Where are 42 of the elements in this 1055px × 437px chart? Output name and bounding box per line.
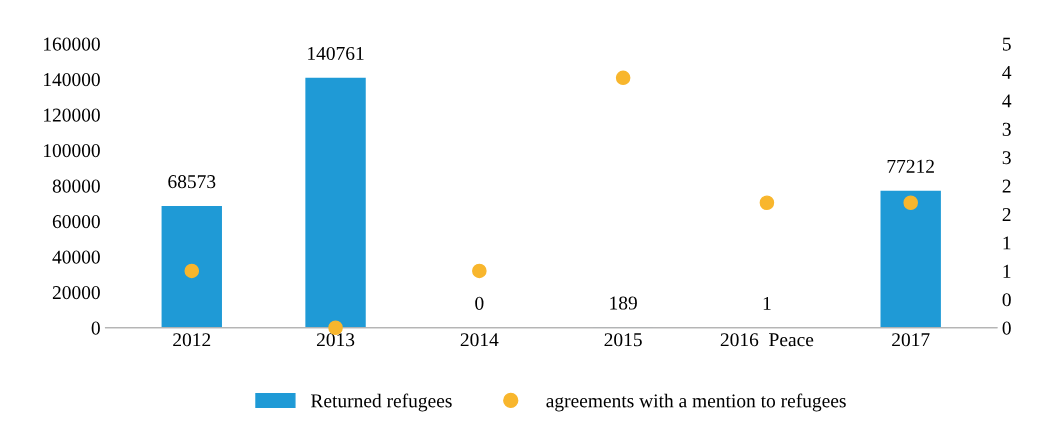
y2-tick-label: 3: [1002, 122, 1011, 136]
y2-tick-label: 1: [1003, 236, 1011, 250]
y2-tick-label: 5: [1002, 37, 1011, 51]
y2-tick-label: 4: [1002, 66, 1012, 79]
y-tick-label: 160000: [44, 37, 100, 51]
y-tick-label: 0: [91, 321, 100, 335]
data-label: 0: [475, 296, 484, 310]
point: [615, 70, 631, 86]
y2-tick-label: 2: [1002, 179, 1011, 193]
bar: [880, 190, 941, 328]
legend-label: agreements with a mention to refugees: [546, 393, 846, 412]
x-tick-label: 2013: [316, 333, 355, 347]
x-tick-label: 2014: [460, 333, 499, 347]
x-tick-label: 2017: [892, 333, 930, 347]
x-tick-label: 2016 Peace: [720, 333, 814, 347]
y2-tick-label: 0: [1002, 321, 1011, 335]
y2-tick-label: 3: [1002, 151, 1011, 165]
y-tick-label: 120000: [44, 108, 100, 122]
y-tick-label: 60000: [52, 215, 100, 229]
bar: [161, 206, 222, 328]
y-tick-label: 40000: [52, 250, 100, 264]
y2-tick-label: 0: [1002, 293, 1011, 307]
data-label: 77212: [887, 159, 934, 173]
y2-tick-label: 4: [1002, 94, 1012, 108]
y2-tick-label: 1: [1003, 264, 1011, 278]
data-label: 140761: [308, 46, 364, 61]
bar: [305, 77, 366, 328]
y-tick-label: 80000: [52, 179, 100, 193]
point: [472, 263, 487, 279]
x-tick-label: 2015: [604, 333, 642, 347]
data-label: 1: [763, 296, 771, 310]
y-tick-label: 100000: [44, 144, 100, 158]
data-label: 68573: [168, 175, 216, 189]
y-tick-label: 20000: [52, 286, 100, 300]
point: [903, 195, 918, 211]
x-tick-label: 2012: [173, 333, 211, 347]
legend-label: Returned refugees: [310, 393, 452, 412]
point: [759, 195, 775, 211]
data-label: 189: [610, 296, 637, 310]
y-tick-label: 140000: [44, 73, 100, 87]
y2-tick-label: 2: [1002, 208, 1011, 221]
point: [184, 263, 200, 279]
